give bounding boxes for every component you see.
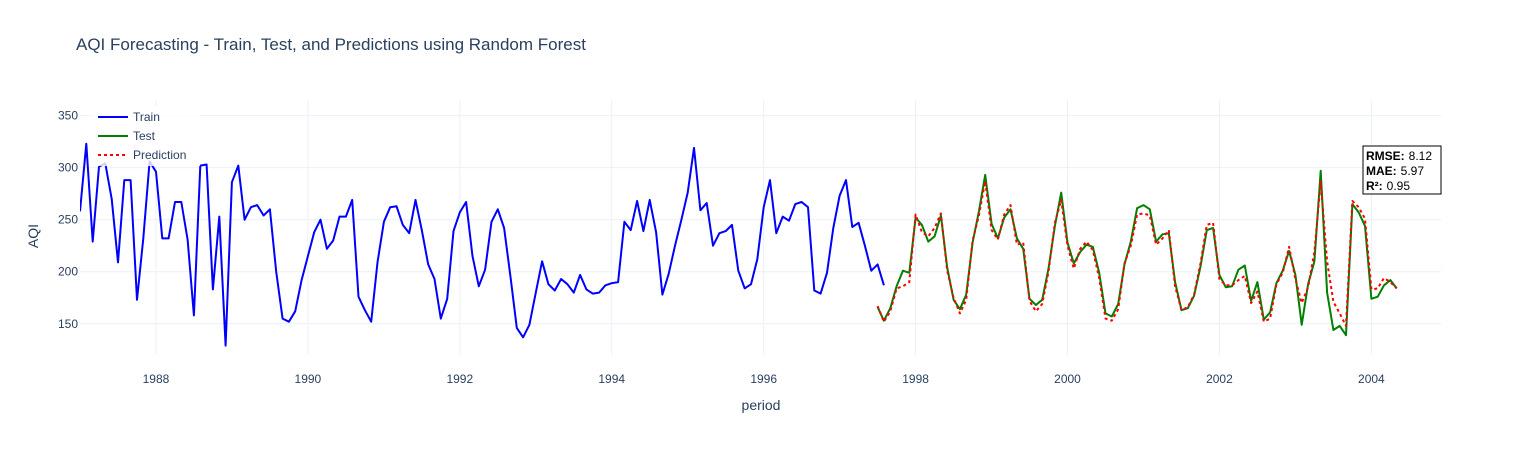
x-tick-label: 1988 xyxy=(143,372,170,386)
legend-label: Test xyxy=(133,129,156,143)
y-tick-label: 200 xyxy=(58,265,78,279)
metric-value: 0.95 xyxy=(1387,179,1411,193)
legend-label: Prediction xyxy=(133,148,186,162)
y-tick-label: 250 xyxy=(58,213,78,227)
metric-label: MAE: xyxy=(1366,164,1397,178)
metric-label: RMSE: xyxy=(1366,149,1405,163)
metric-r2: R²: 0.95 xyxy=(1366,179,1410,193)
series-line-train xyxy=(80,142,885,347)
legend-label: Train xyxy=(133,110,160,124)
x-tick-label: 1990 xyxy=(295,372,322,386)
x-tick-label: 2004 xyxy=(1358,372,1385,386)
y-tick-label: 150 xyxy=(58,317,78,331)
x-tick-label: 1994 xyxy=(598,372,625,386)
x-tick-label: 1996 xyxy=(750,372,777,386)
y-axis-ticks: 150 200 250 300 350 xyxy=(58,109,78,331)
legend-item-train[interactable]: Train xyxy=(98,110,160,124)
x-axis-ticks: 1988 1990 1992 1994 1996 1998 2000 2002 2004 xyxy=(143,372,1385,386)
metric-rmse: RMSE: 8.12 xyxy=(1366,149,1432,163)
x-tick-label: 2002 xyxy=(1206,372,1233,386)
x-axis-title: period xyxy=(742,397,781,413)
x-tick-label: 1992 xyxy=(446,372,473,386)
grid xyxy=(80,100,1441,355)
x-tick-label: 2000 xyxy=(1054,372,1081,386)
metric-label: R²: xyxy=(1366,179,1383,193)
series-lines xyxy=(80,142,1398,347)
legend[interactable]: Train Test Prediction xyxy=(90,106,200,166)
y-axis-title: AQI xyxy=(25,224,41,248)
metric-value: 5.97 xyxy=(1401,164,1425,178)
legend-item-prediction[interactable]: Prediction xyxy=(98,148,186,162)
x-tick-label: 1998 xyxy=(902,372,929,386)
metrics-box xyxy=(1362,145,1442,195)
chart-title: AQI Forecasting - Train, Test, and Predi… xyxy=(76,35,586,54)
legend-item-test[interactable]: Test xyxy=(98,129,156,143)
y-tick-label: 300 xyxy=(58,161,78,175)
y-tick-label: 350 xyxy=(58,109,78,123)
metric-value: 8.12 xyxy=(1409,149,1433,163)
metric-mae: MAE: 5.97 xyxy=(1366,164,1424,178)
metrics-annotation: RMSE: 8.12 MAE: 5.97 R²: 0.95 xyxy=(1362,145,1442,195)
